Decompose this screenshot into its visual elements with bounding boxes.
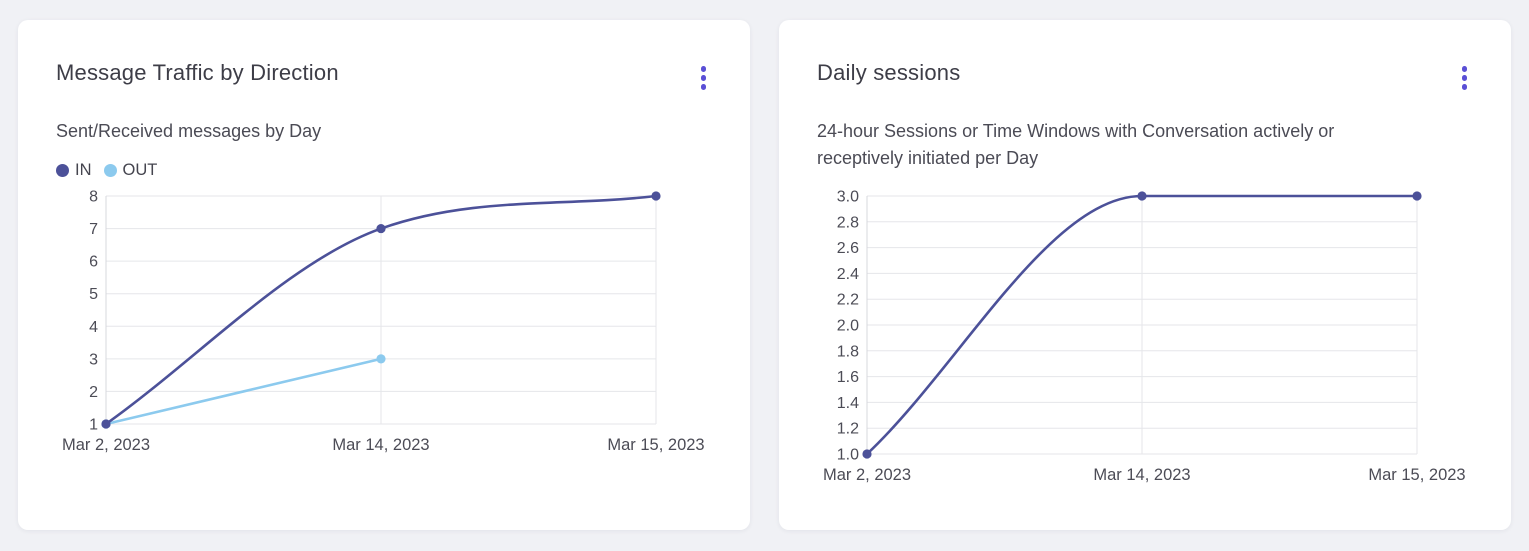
card-subtitle-message-traffic: Sent/Received messages by Day [56, 120, 322, 141]
y-tick-label: 5 [89, 286, 98, 303]
message-traffic-chart: 1 2 3 4 5 6 7 8 Mar 2, 2023 Mar 14, 2023 Mar 15, 2… [56, 186, 712, 465]
legend-dot-icon [103, 163, 117, 177]
y-tick-label: 1.4 [837, 394, 859, 411]
y-tick-label: 1.2 [837, 420, 859, 437]
card-header: Message Traffic by Direction [56, 60, 712, 94]
legend-item-out[interactable]: OUT [103, 160, 158, 180]
kebab-menu-icon [1461, 66, 1467, 90]
line-chart-svg: 1 2 3 4 5 6 7 8 Mar 2, 2023 Mar 14, 2023 Mar 15, 2… [62, 188, 705, 454]
y-tick-label: 7 [89, 221, 98, 238]
y-tick-label: 1.6 [837, 369, 859, 386]
data-point-marker[interactable] [376, 223, 386, 233]
series-line [105, 357, 382, 425]
card-subtitle-daily-sessions: 24-hour Sessions or Time Windows with Co… [817, 120, 1335, 168]
legend-label: OUT [122, 160, 158, 179]
y-tick-label: 1.0 [837, 446, 859, 463]
y-tick-label: 3.0 [837, 188, 859, 205]
line-chart-svg: 1.0 1.2 1.4 1.6 1.8 2.0 2.2 2.4 2.6 2.8 3.0 Mar 2, … [823, 188, 1466, 484]
y-tick-label: 8 [89, 188, 98, 205]
y-tick-label: 2.8 [837, 214, 859, 231]
data-point-marker[interactable] [1412, 190, 1422, 201]
data-point-marker[interactable] [1137, 190, 1147, 201]
y-tick-label: 1 [89, 416, 98, 433]
x-tick-label: Mar 2, 2023 [62, 436, 150, 454]
card-menu-button[interactable] [695, 62, 713, 94]
chart-legend: IN OUT [56, 161, 712, 180]
x-tick-label: Mar 15, 2023 [1368, 466, 1465, 484]
kebab-menu-icon [700, 66, 706, 90]
y-tick-label: 2 [89, 383, 98, 400]
legend-label: IN [75, 160, 92, 179]
x-tick-label: Mar 2, 2023 [823, 466, 911, 484]
y-tick-label: 1.8 [837, 343, 859, 360]
card-message-traffic: Message Traffic by Direction Sent/Receiv… [18, 20, 750, 530]
legend-item-in[interactable]: IN [56, 161, 92, 180]
y-tick-label: 2.0 [837, 317, 859, 334]
card-title-message-traffic: Message Traffic by Direction [56, 60, 339, 85]
y-tick-label: 4 [89, 318, 98, 335]
data-point-marker[interactable] [862, 448, 872, 459]
y-tick-label: 3 [89, 351, 98, 368]
series-line [866, 194, 1417, 455]
x-tick-label: Mar 15, 2023 [607, 436, 704, 454]
legend-dot-icon [56, 163, 69, 177]
y-tick-label: 6 [89, 253, 98, 270]
card-menu-button[interactable] [1456, 62, 1474, 94]
data-point-marker[interactable] [651, 190, 661, 201]
x-tick-label: Mar 14, 2023 [1093, 466, 1190, 484]
card-daily-sessions: Daily sessions 24-hour Sessions or Time … [779, 20, 1511, 530]
daily-sessions-chart: 1.0 1.2 1.4 1.6 1.8 2.0 2.2 2.4 2.6 2.8 3.0 Mar 2, … [817, 186, 1473, 495]
x-tick-label: Mar 14, 2023 [332, 436, 429, 454]
data-point-marker[interactable] [376, 353, 386, 363]
y-tick-label: 2.6 [837, 240, 859, 257]
card-title-daily-sessions: Daily sessions [817, 60, 961, 85]
data-point-marker[interactable] [101, 418, 111, 429]
y-tick-label: 2.2 [837, 291, 859, 308]
y-tick-label: 2.4 [837, 265, 859, 282]
card-header: Daily sessions [817, 60, 1473, 94]
